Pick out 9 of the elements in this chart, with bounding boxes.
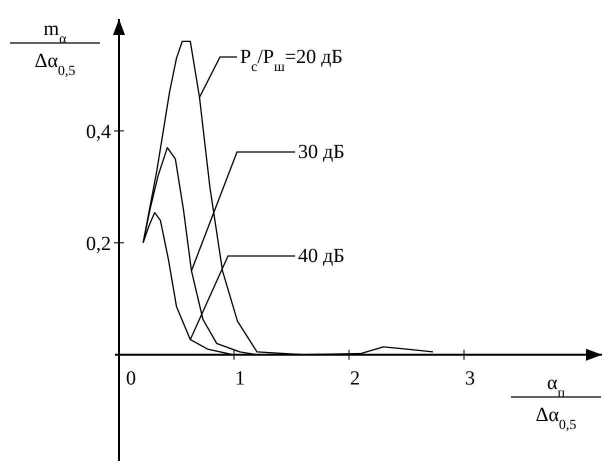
text: 30 дБ <box>298 141 345 163</box>
x-tick-label: 0 <box>126 368 136 390</box>
y-tick-label: 0,4 <box>86 120 111 143</box>
y-tick-label: 0,2 <box>86 232 111 255</box>
x-tick-label: 3 <box>465 368 475 390</box>
text: 40 дБ <box>298 245 345 267</box>
text: P$_{с}$/P$_{ш}$=20 дБ <box>240 46 343 74</box>
x-tick-label: 1 <box>235 368 245 390</box>
x-tick-label: 2 <box>350 368 360 390</box>
